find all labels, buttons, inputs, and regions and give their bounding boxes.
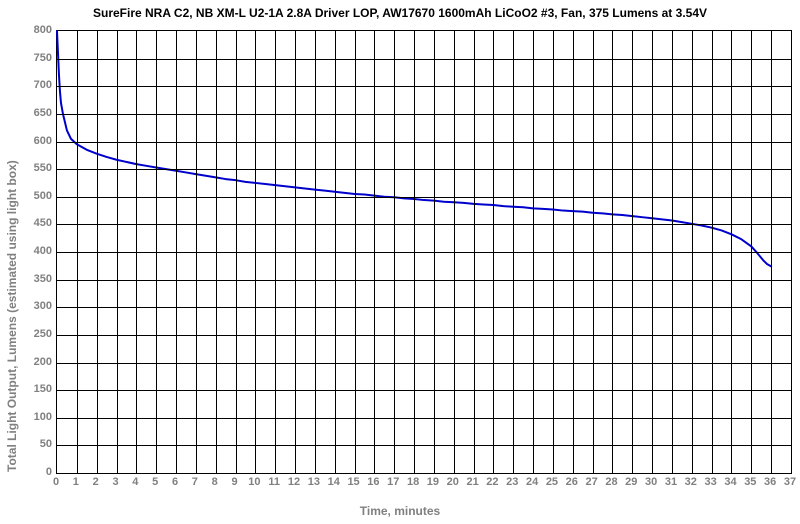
y-tick-label: 300 — [26, 300, 52, 312]
x-axis-label: Time, minutes — [0, 504, 800, 518]
x-tick-label: 19 — [427, 476, 439, 488]
gridline-h — [57, 390, 791, 391]
x-tick-label: 8 — [212, 476, 218, 488]
y-tick-label: 600 — [26, 135, 52, 147]
x-tick-label: 1 — [73, 476, 79, 488]
gridline-h — [57, 307, 791, 308]
x-tick-label: 14 — [328, 476, 340, 488]
x-tick-label: 9 — [231, 476, 237, 488]
x-tick-label: 35 — [744, 476, 756, 488]
y-tick-label: 750 — [26, 52, 52, 64]
gridline-h — [57, 224, 791, 225]
y-tick-label: 350 — [26, 273, 52, 285]
x-tick-label: 2 — [93, 476, 99, 488]
x-tick-label: 21 — [466, 476, 478, 488]
gridline-h — [57, 59, 791, 60]
gridline-h — [57, 86, 791, 87]
x-tick-label: 11 — [268, 476, 280, 488]
y-tick-label: 450 — [26, 217, 52, 229]
y-tick-label: 650 — [26, 107, 52, 119]
x-tick-label: 15 — [347, 476, 359, 488]
gridline-h — [57, 252, 791, 253]
x-tick-label: 3 — [112, 476, 118, 488]
x-tick-label: 0 — [53, 476, 59, 488]
x-tick-label: 17 — [387, 476, 399, 488]
x-tick-label: 29 — [625, 476, 637, 488]
y-tick-label: 500 — [26, 190, 52, 202]
gridline-h — [57, 114, 791, 115]
x-tick-label: 36 — [764, 476, 776, 488]
x-tick-label: 12 — [288, 476, 300, 488]
gridline-h — [57, 445, 791, 446]
x-tick-label: 10 — [248, 476, 260, 488]
x-tick-label: 33 — [705, 476, 717, 488]
y-tick-label: 0 — [26, 466, 52, 478]
x-tick-label: 22 — [486, 476, 498, 488]
x-tick-label: 7 — [192, 476, 198, 488]
x-tick-label: 37 — [784, 476, 796, 488]
gridline-h — [57, 363, 791, 364]
x-tick-label: 6 — [172, 476, 178, 488]
x-tick-label: 27 — [585, 476, 597, 488]
y-axis-label: Total Light Output, Lumens (estimated us… — [5, 160, 19, 472]
y-tick-label: 100 — [26, 411, 52, 423]
y-tick-label: 150 — [26, 383, 52, 395]
x-tick-label: 23 — [506, 476, 518, 488]
y-tick-label: 700 — [26, 79, 52, 91]
y-tick-label: 200 — [26, 356, 52, 368]
x-tick-label: 30 — [645, 476, 657, 488]
x-tick-label: 5 — [152, 476, 158, 488]
y-tick-label: 550 — [26, 162, 52, 174]
x-tick-label: 31 — [665, 476, 677, 488]
gridline-h — [57, 142, 791, 143]
x-tick-label: 32 — [685, 476, 697, 488]
plot-area — [56, 30, 792, 474]
x-tick-label: 34 — [724, 476, 736, 488]
x-tick-label: 18 — [407, 476, 419, 488]
chart-title: SureFire NRA C2, NB XM-L U2-1A 2.8A Driv… — [0, 6, 800, 20]
gridline-h — [57, 418, 791, 419]
y-tick-label: 50 — [26, 438, 52, 450]
gridline-h — [57, 335, 791, 336]
y-tick-label: 250 — [26, 328, 52, 340]
y-tick-label: 800 — [26, 24, 52, 36]
x-tick-label: 26 — [566, 476, 578, 488]
chart-container: SureFire NRA C2, NB XM-L U2-1A 2.8A Driv… — [0, 0, 800, 524]
x-tick-label: 28 — [605, 476, 617, 488]
x-tick-label: 20 — [447, 476, 459, 488]
x-tick-label: 24 — [526, 476, 538, 488]
gridline-h — [57, 197, 791, 198]
x-tick-label: 16 — [367, 476, 379, 488]
x-tick-label: 25 — [546, 476, 558, 488]
x-tick-label: 4 — [132, 476, 138, 488]
x-tick-label: 13 — [308, 476, 320, 488]
y-tick-label: 400 — [26, 245, 52, 257]
gridline-h — [57, 169, 791, 170]
gridline-h — [57, 280, 791, 281]
